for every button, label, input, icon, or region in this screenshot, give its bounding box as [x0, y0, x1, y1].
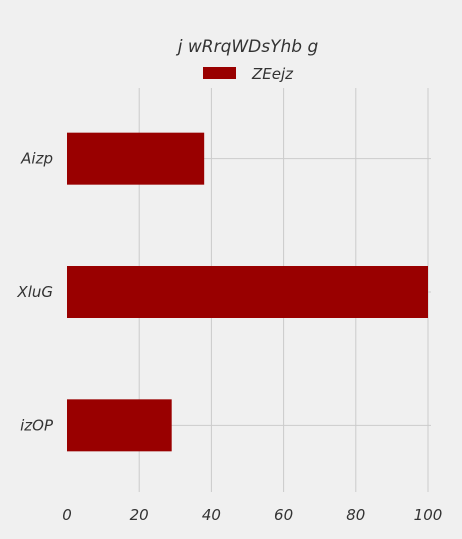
x-tick-label: 0 [62, 506, 72, 524]
y-tick-label: Aizp [20, 150, 53, 168]
legend: ZEejz [203, 65, 294, 83]
x-tick-label: 60 [274, 506, 293, 524]
x-tick-label: 40 [202, 506, 221, 524]
bar-izop [67, 399, 172, 452]
y-tick-label: XluG [16, 283, 53, 301]
y-tick-label: izOP [20, 416, 54, 434]
bar-xlug [67, 266, 428, 318]
y-tick-labels: Aizp XluG izOP [16, 150, 54, 435]
x-tick-label: 20 [130, 506, 149, 524]
chart-title: j wRrqWDsYhb g [176, 37, 319, 57]
bar-aizp [67, 132, 205, 185]
x-tick-labels: 0 20 40 60 80 100 [62, 506, 442, 524]
x-tick-label: 80 [346, 506, 365, 524]
bars [67, 132, 428, 452]
legend-label: ZEejz [251, 65, 294, 83]
legend-swatch [203, 67, 236, 79]
x-tick-label: 100 [414, 506, 443, 524]
